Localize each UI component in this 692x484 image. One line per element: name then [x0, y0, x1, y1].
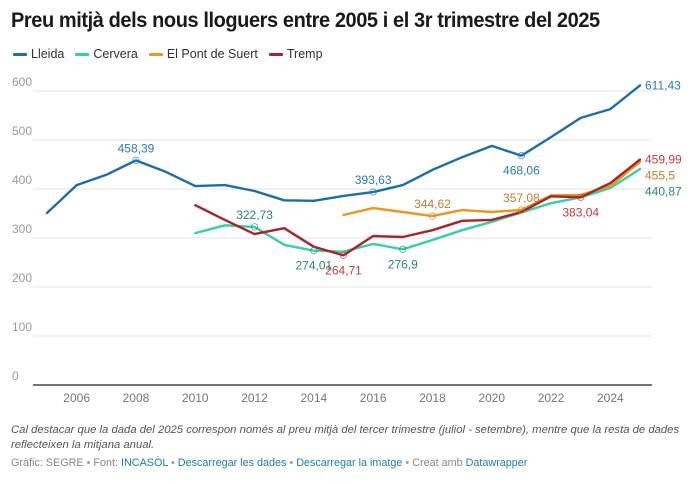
legend-swatch [75, 52, 90, 56]
series-lines [45, 84, 642, 257]
download-image-link[interactable]: Descarregar la imatge [296, 457, 403, 469]
data-label: 459,99 [645, 153, 682, 167]
y-tick-label: 0 [12, 369, 19, 383]
legend-label: El Pont de Suert [166, 47, 258, 61]
data-labels: 458,39 393,63 468,06 611,43 322,73 274,01 276,… [118, 78, 682, 277]
y-tick-label: 500 [12, 124, 32, 138]
x-tick-label: 2006 [63, 391, 90, 405]
data-point-marker [428, 212, 437, 220]
chart-footer: Gràfic: SEGRE • Font: INCASÒL • Descarre… [11, 457, 527, 469]
y-axis: 0 100 200 300 400 500 600 [12, 75, 32, 383]
source-link[interactable]: INCASÒL [121, 457, 168, 469]
legend-label: Lleida [31, 47, 65, 61]
data-point-marker [577, 193, 585, 201]
source-prefix: Font: [93, 457, 118, 469]
data-point-marker [132, 156, 140, 164]
data-label: 455,5 [645, 169, 675, 183]
series-line-cervera [194, 167, 642, 253]
data-label: 458,39 [118, 141, 155, 155]
x-tick-label: 2024 [597, 391, 624, 405]
data-label: 440,87 [645, 185, 682, 199]
chart-title: Preu mitjà dels nous lloguers entre 2005… [11, 8, 600, 32]
y-tick-label: 400 [12, 173, 32, 187]
legend-item-tremp[interactable]: Tremp [268, 47, 323, 61]
x-tick-label: 2022 [538, 391, 565, 405]
chart-note: Cal destacar que la dada del 2025 corres… [11, 424, 680, 451]
y-tick-label: 600 [12, 75, 32, 89]
separator: • [171, 457, 175, 469]
x-tick-label: 2014 [300, 391, 327, 405]
data-label: 322,73 [236, 208, 273, 222]
separator: • [405, 457, 410, 469]
legend-swatch [268, 52, 283, 56]
data-label: 276,9 [388, 257, 418, 271]
datawrapper-link[interactable]: Datawrapper [465, 457, 528, 469]
series-line-lleida [45, 84, 642, 215]
x-tick-label: 2012 [241, 391, 268, 405]
created-with-prefix: Creat amb [412, 457, 463, 469]
legend-swatch [148, 52, 163, 56]
data-point-marker [399, 245, 407, 253]
data-point-marker [517, 152, 526, 160]
data-label: 468,06 [503, 164, 540, 178]
data-label: 611,43 [645, 78, 681, 92]
x-tick-label: 2018 [419, 391, 446, 405]
y-tick-label: 200 [12, 271, 32, 285]
legend-item-el-pont-de-suert[interactable]: El Pont de Suert [148, 47, 258, 61]
legend-label: Cervera [93, 47, 138, 61]
line-chart: 0 100 200 300 400 500 600 2006 2008 2010 2012 2014… [12, 75, 682, 405]
data-point-marker [310, 247, 318, 255]
data-label: 264,71 [325, 263, 362, 277]
x-axis: 2006 2008 2010 2012 2014 2016 2018 2020 2022 2024 [63, 391, 624, 405]
data-point-marker [339, 251, 348, 259]
download-data-link[interactable]: Descarregar les dades [177, 457, 287, 469]
data-label: 383,04 [562, 205, 599, 219]
data-label: 274,01 [295, 259, 332, 273]
legend-item-cervera[interactable]: Cervera [75, 47, 138, 61]
data-point-marker [517, 206, 526, 214]
data-label: 393,63 [355, 173, 392, 187]
x-tick-label: 2020 [478, 391, 505, 405]
legend-swatch [13, 52, 27, 56]
x-tick-label: 2010 [182, 391, 209, 405]
data-label: 357,08 [503, 191, 540, 205]
graphic-credit: Gràfic: SEGRE [11, 457, 84, 469]
separator: • [289, 457, 294, 469]
data-point-marker [250, 223, 259, 231]
data-label: 344,62 [414, 197, 451, 211]
series-line-tremp [194, 158, 642, 257]
data-point-marker [369, 188, 377, 196]
y-tick-label: 300 [12, 222, 32, 236]
gridlines [33, 90, 652, 386]
x-tick-label: 2008 [123, 391, 150, 405]
legend-item-lleida[interactable]: Lleida [13, 47, 64, 61]
y-tick-label: 100 [12, 320, 32, 334]
x-tick-label: 2016 [360, 391, 387, 405]
legend: Lleida Cervera El Pont de Suert Tremp [13, 47, 323, 61]
separator: • [86, 457, 91, 469]
legend-label: Tremp [286, 47, 323, 61]
